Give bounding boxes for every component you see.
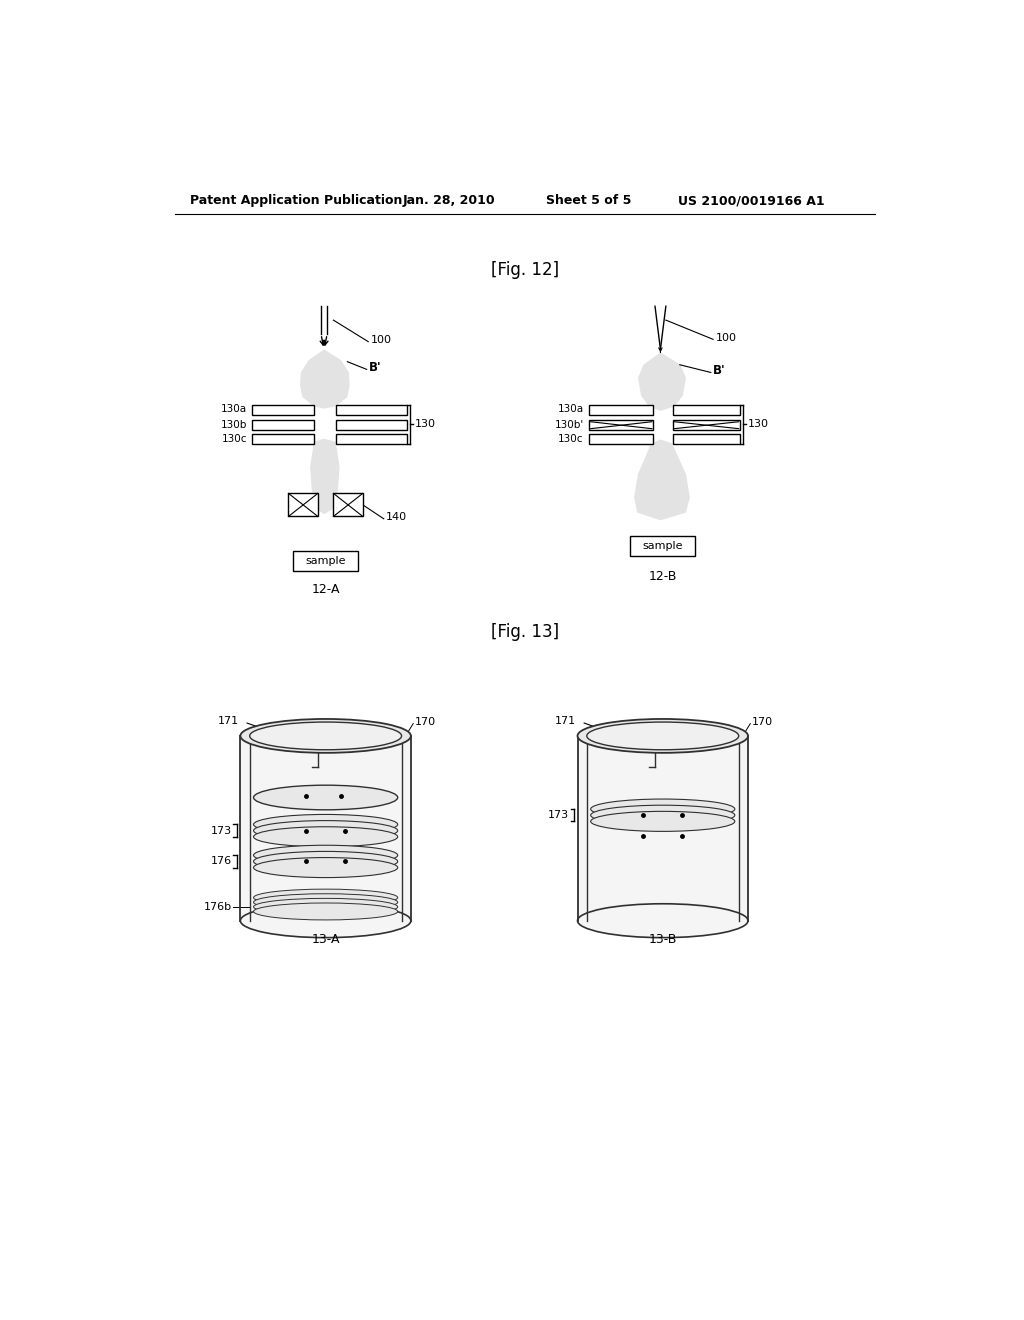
- Ellipse shape: [254, 858, 397, 878]
- Text: 176b: 176b: [204, 902, 231, 912]
- Text: sample: sample: [642, 541, 683, 550]
- Bar: [293, 552, 358, 572]
- Bar: [589, 405, 653, 414]
- Polygon shape: [300, 350, 349, 409]
- Text: B': B': [369, 362, 382, 375]
- Ellipse shape: [254, 890, 397, 906]
- Polygon shape: [310, 438, 340, 515]
- Text: 176: 176: [211, 857, 231, 866]
- Bar: [252, 405, 314, 414]
- Bar: [589, 420, 653, 430]
- Bar: [289, 494, 317, 516]
- Text: 130: 130: [748, 420, 769, 429]
- Text: 130b: 130b: [221, 420, 248, 430]
- Text: 171: 171: [218, 715, 239, 726]
- Text: Sheet 5 of 5: Sheet 5 of 5: [547, 194, 632, 207]
- Text: [Fig. 12]: [Fig. 12]: [490, 261, 559, 279]
- Ellipse shape: [254, 821, 397, 841]
- Bar: [336, 420, 407, 430]
- Text: 170: 170: [415, 717, 436, 727]
- Text: 100: 100: [371, 335, 391, 345]
- Text: 173: 173: [211, 825, 231, 836]
- Text: B': B': [713, 364, 726, 378]
- Ellipse shape: [578, 904, 748, 937]
- Text: 130a: 130a: [558, 404, 584, 414]
- Polygon shape: [578, 737, 748, 921]
- Bar: [336, 434, 407, 444]
- Text: 170: 170: [752, 717, 773, 727]
- Ellipse shape: [254, 903, 397, 920]
- Ellipse shape: [591, 805, 735, 825]
- Text: 12-B: 12-B: [648, 570, 677, 583]
- Text: 130c: 130c: [558, 434, 584, 444]
- Text: 100: 100: [716, 333, 736, 343]
- Bar: [673, 420, 740, 430]
- Text: 130c: 130c: [222, 434, 248, 444]
- Ellipse shape: [254, 814, 397, 834]
- Ellipse shape: [241, 719, 411, 752]
- Text: US 2100/0019166 A1: US 2100/0019166 A1: [678, 194, 825, 207]
- Ellipse shape: [578, 719, 748, 752]
- Text: 130b': 130b': [554, 420, 584, 430]
- Ellipse shape: [254, 785, 397, 809]
- Text: 173: 173: [548, 810, 569, 820]
- Text: 130: 130: [415, 420, 436, 429]
- Ellipse shape: [254, 899, 397, 915]
- Polygon shape: [241, 737, 411, 921]
- Text: 130a: 130a: [221, 404, 248, 414]
- Text: Jan. 28, 2010: Jan. 28, 2010: [403, 194, 496, 207]
- Ellipse shape: [250, 722, 401, 750]
- Ellipse shape: [591, 799, 735, 818]
- Text: 171: 171: [555, 715, 575, 726]
- Bar: [252, 420, 314, 430]
- Ellipse shape: [587, 722, 738, 750]
- Bar: [673, 405, 740, 414]
- Text: 13-A: 13-A: [311, 933, 340, 946]
- Bar: [673, 434, 740, 444]
- Ellipse shape: [254, 894, 397, 911]
- Ellipse shape: [241, 904, 411, 937]
- Bar: [334, 494, 362, 516]
- Bar: [589, 434, 653, 444]
- Polygon shape: [634, 440, 690, 520]
- Bar: [252, 434, 314, 444]
- Ellipse shape: [254, 845, 397, 866]
- Ellipse shape: [591, 812, 735, 832]
- Text: 140: 140: [386, 512, 408, 523]
- Text: Patent Application Publication: Patent Application Publication: [190, 194, 402, 207]
- Text: 13-B: 13-B: [648, 933, 677, 946]
- Ellipse shape: [254, 851, 397, 871]
- Text: [Fig. 13]: [Fig. 13]: [490, 623, 559, 642]
- Text: sample: sample: [305, 556, 346, 566]
- Ellipse shape: [254, 826, 397, 847]
- Polygon shape: [638, 352, 686, 411]
- Bar: [336, 405, 407, 414]
- Text: 12-A: 12-A: [311, 583, 340, 597]
- Bar: [630, 536, 695, 556]
